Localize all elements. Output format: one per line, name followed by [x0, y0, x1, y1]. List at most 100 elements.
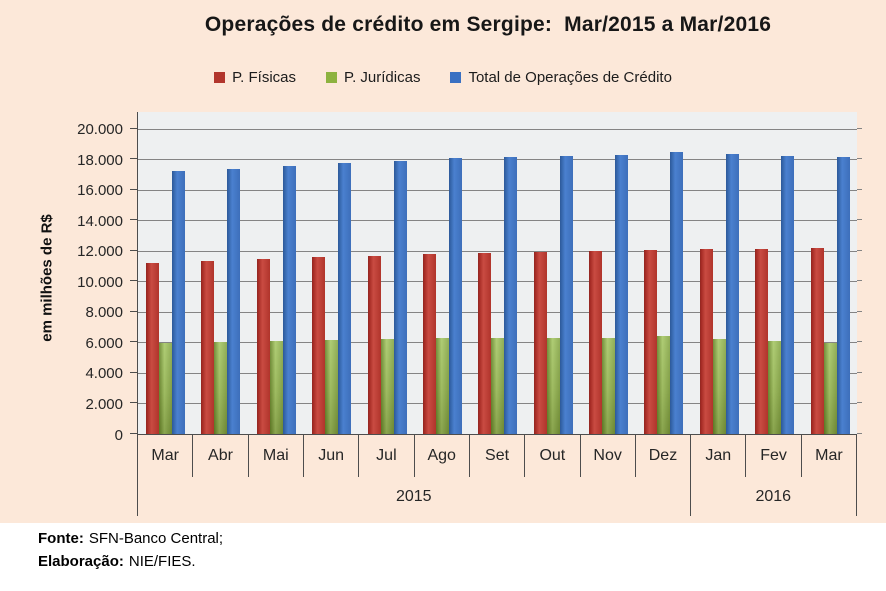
bar-p-f-sicas-6 [478, 253, 492, 434]
legend-swatch-red-icon [214, 72, 226, 83]
chart-title: Operações de crédito em Sergipe: Mar/201… [204, 13, 772, 36]
x-axis-year-label: 2016 [691, 477, 857, 516]
y-axis-tick-label: 2.000 [85, 395, 123, 413]
category-axis: Mar Abr Mai Jun Jul Ago Set Out Nov Dez Jan Fev Mar … [137, 435, 858, 516]
bar-total-de-opera-es-de-cr-dito-1 [227, 168, 241, 434]
y-axis-tick [857, 158, 862, 160]
footer-source-label: Fonte: [38, 530, 84, 547]
bar-p-jur-dicas-5 [435, 338, 449, 434]
y-axis-tick [130, 249, 138, 251]
x-axis-year-label: 2015 [137, 477, 691, 516]
bar-total-de-opera-es-de-cr-dito-6 [504, 157, 518, 434]
gridline [138, 311, 857, 313]
gridline [138, 281, 857, 283]
y-axis-tick [130, 310, 138, 312]
y-axis-tick-label: 4.000 [85, 365, 123, 383]
x-axis-month-label: Jul [359, 435, 415, 477]
x-axis-month-label: Dez [636, 435, 692, 477]
bar-p-f-sicas-2 [256, 259, 270, 434]
x-axis-month-label: Mar [802, 435, 858, 477]
bar-total-de-opera-es-de-cr-dito-8 [615, 154, 629, 434]
x-axis-month-label: Abr [193, 435, 249, 477]
y-axis-tick-label: 16.000 [77, 182, 123, 200]
bar-total-de-opera-es-de-cr-dito-4 [393, 161, 407, 434]
y-axis-tick [130, 158, 138, 160]
x-axis-month-label: Set [470, 435, 526, 477]
bar-p-f-sicas-12 [810, 248, 824, 434]
footer-source-value: SFN-Banco Central; [88, 530, 224, 547]
y-axis-tick [130, 280, 138, 282]
y-axis-tick [130, 371, 138, 373]
bar-p-jur-dicas-10 [712, 338, 726, 434]
y-axis-tick-label: 0 [114, 426, 123, 444]
bar-p-f-sicas-9 [644, 249, 658, 434]
chart-frame: Operações de crédito em Sergipe: Mar/201… [0, 0, 886, 523]
x-axis-month-label: Fev [746, 435, 802, 477]
gridline [138, 220, 857, 222]
footer-elaboration-line: Elaboração: NIE/FIES. [38, 550, 223, 573]
legend-item-p-juridicas: P. Jurídicas [326, 69, 420, 86]
y-axis-tick-label: 18.000 [77, 151, 123, 169]
bar-total-de-opera-es-de-cr-dito-5 [448, 158, 462, 434]
bar-total-de-opera-es-de-cr-dito-11 [781, 155, 795, 434]
bar-p-f-sicas-5 [422, 254, 436, 434]
bar-p-f-sicas-0 [146, 262, 159, 434]
bar-p-f-sicas-4 [367, 255, 381, 434]
x-axis-month-label: Ago [415, 435, 470, 477]
x-axis-years-row: 2015 2016 [137, 477, 857, 516]
bar-p-jur-dicas-3 [325, 340, 339, 434]
y-axis-tick [130, 433, 138, 434]
bar-p-jur-dicas-8 [602, 338, 616, 434]
footer-elaboration-label: Elaboração: [38, 553, 124, 570]
y-axis-tick-label: 20.000 [77, 121, 123, 138]
y-axis-tick-label: 14.000 [77, 212, 123, 230]
bar-p-jur-dicas-11 [768, 340, 782, 434]
bar-p-jur-dicas-9 [657, 335, 671, 434]
x-axis-month-label: Mai [249, 435, 304, 477]
x-axis-month-label: Jan [691, 435, 747, 477]
bar-p-jur-dicas-12 [823, 342, 837, 434]
bar-p-jur-dicas-7 [546, 338, 560, 434]
gridline [138, 159, 857, 161]
y-axis-tick [130, 341, 138, 343]
footer-elaboration-value: NIE/FIES. [128, 553, 196, 570]
bar-total-de-opera-es-de-cr-dito-3 [338, 163, 352, 434]
y-axis-tick [857, 249, 862, 251]
bar-total-de-opera-es-de-cr-dito-10 [725, 153, 739, 434]
y-axis-tick-label: 6.000 [85, 334, 123, 352]
y-axis-tick [857, 127, 862, 129]
y-axis-tick [130, 127, 138, 129]
legend-swatch-blue-icon [450, 72, 462, 83]
x-axis-month-label: Nov [581, 435, 636, 477]
bar-p-f-sicas-1 [201, 260, 215, 434]
y-axis-tick [857, 371, 862, 373]
bar-p-jur-dicas-2 [269, 340, 283, 434]
gridline [138, 250, 857, 252]
y-axis-tick [130, 219, 138, 221]
legend-label-p-juridicas: P. Jurídicas [344, 69, 421, 86]
y-axis-tick-label: 8.000 [85, 304, 123, 322]
y-axis-tick-labels: 20.000 18.000 16.000 14.000 12.000 10.000 8.00… [0, 112, 130, 444]
bar-total-de-opera-es-de-cr-dito-7 [559, 156, 573, 434]
x-axis-months-row: Mar Abr Mai Jun Jul Ago Set Out Nov Dez Jan Fev Mar [137, 435, 858, 477]
bar-p-f-sicas-3 [312, 257, 326, 434]
x-axis-month-label: Jun [304, 435, 360, 477]
y-axis-tick [130, 402, 138, 404]
bar-total-de-opera-es-de-cr-dito-12 [836, 156, 850, 434]
bar-p-jur-dicas-1 [214, 341, 228, 434]
y-axis-tick [857, 310, 862, 312]
y-axis-tick [857, 341, 862, 343]
y-axis-tick-label: 10.000 [77, 273, 123, 291]
footer-notes: Fonte: SFN-Banco Central; Elaboração: NIE/… [38, 527, 223, 573]
legend-item-p-fisicas: P. Físicas [214, 69, 296, 86]
legend-swatch-green-icon [326, 72, 338, 83]
legend-label-total: Total de Operações de Crédito [468, 69, 672, 86]
bar-p-f-sicas-10 [699, 248, 713, 434]
y-axis-tick [857, 402, 862, 404]
bar-p-jur-dicas-4 [380, 339, 394, 434]
y-axis-tick [857, 433, 862, 434]
bar-total-de-opera-es-de-cr-dito-2 [282, 166, 296, 434]
bar-p-jur-dicas-0 [159, 342, 172, 434]
legend-label-p-fisicas: P. Físicas [232, 69, 297, 86]
